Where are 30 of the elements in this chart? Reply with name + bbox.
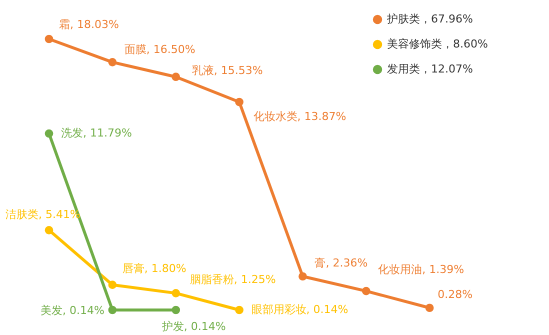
- point: [172, 72, 180, 82]
- point: [44, 226, 54, 234]
- data-label: 乳液, 15.53%: [192, 64, 263, 77]
- point: [44, 34, 54, 44]
- data-label: 洗发, 11.79%: [61, 126, 132, 140]
- data-label: 眼部用彩妆, 0.14%: [251, 303, 348, 316]
- data-label: 化妆水类, 13.87%: [253, 110, 346, 124]
- data-label: 面膜, 16.50%: [124, 43, 196, 56]
- point: [298, 272, 307, 281]
- point: [108, 280, 117, 290]
- legend-label: 护肤类，67.96%: [386, 12, 473, 26]
- point: [172, 306, 180, 314]
- data-label: 护发, 0.14%: [160, 320, 226, 333]
- point: [425, 304, 434, 312]
- point: [172, 289, 180, 298]
- point: [235, 306, 244, 314]
- point: [108, 306, 117, 314]
- point: [108, 58, 117, 66]
- data-label: 美发, 0.14%: [40, 304, 104, 317]
- data-label: 胭脂香粉, 1.25%: [190, 273, 276, 286]
- data-label: 霜, 18.03%: [59, 18, 119, 31]
- data-label: 唇膏, 1.80%: [122, 262, 186, 275]
- data-label: 膏, 2.36%: [314, 256, 368, 270]
- point: [44, 129, 54, 138]
- point: [362, 286, 370, 296]
- legend-label: 美容修饰类，8.60%: [387, 38, 488, 50]
- legend-label: 发用类，12.07%: [387, 62, 473, 76]
- point: [235, 98, 244, 106]
- data-label: 化妆用油, 1.39%: [378, 263, 464, 276]
- data-label: 0.28%: [438, 288, 473, 301]
